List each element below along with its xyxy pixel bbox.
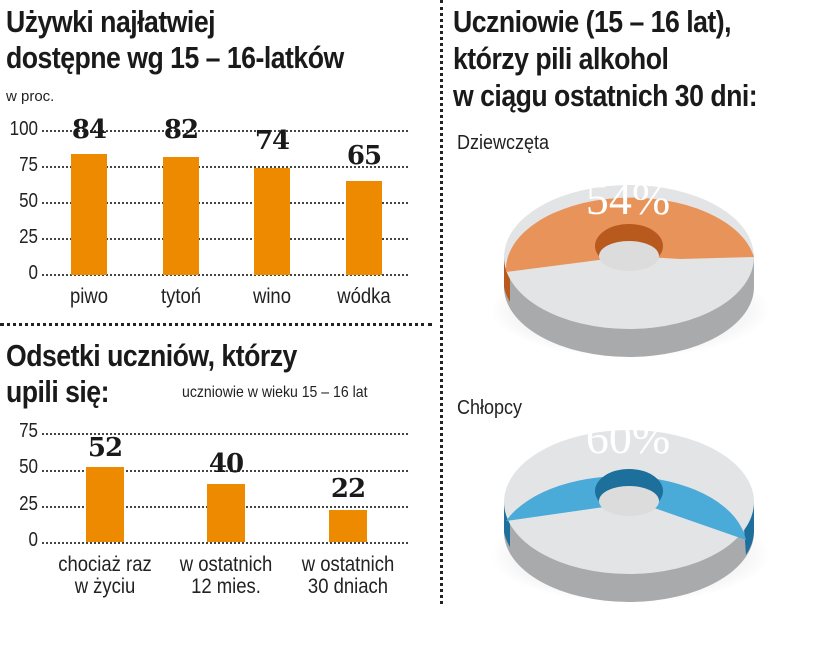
horizontal-divider bbox=[0, 323, 432, 326]
category-label-line: 12 mies. bbox=[191, 575, 261, 598]
girls-percent: 54% bbox=[586, 173, 670, 224]
bar-value: 40 bbox=[208, 449, 244, 479]
chart1-ytick: 75 bbox=[19, 154, 38, 176]
chart1-title-line2: dostępne wg 15 – 16-latków bbox=[6, 40, 344, 75]
bar-wino bbox=[254, 168, 290, 275]
bar-value: 52 bbox=[87, 433, 123, 463]
chart2-title-line2: upili się: bbox=[6, 374, 109, 409]
chart1-ytick: 50 bbox=[19, 190, 38, 212]
category-label-line: w życiu bbox=[74, 575, 136, 598]
chart1-unit: w proc. bbox=[6, 88, 55, 105]
gridline bbox=[42, 542, 408, 544]
chart1-ytick: 100 bbox=[9, 118, 38, 140]
category-label: wódka bbox=[337, 285, 391, 308]
gridline bbox=[42, 166, 408, 168]
category-label: wino bbox=[252, 285, 292, 308]
chart2-title-line1: Odsetki uczniów, którzy bbox=[6, 338, 297, 373]
gridline bbox=[42, 433, 408, 435]
chart1-plot: 100 75 50 25 0 84 82 74 65 piwo tytoń wi… bbox=[0, 108, 415, 318]
bar-value: 84 bbox=[71, 115, 107, 145]
gridline bbox=[42, 470, 408, 472]
gridline bbox=[42, 238, 408, 240]
category-label: chociaż raz w życiu bbox=[39, 554, 171, 598]
gridline bbox=[42, 274, 408, 276]
chart3-title-line1: Uczniowie (15 – 16 lat), bbox=[453, 4, 732, 39]
bar-value: 74 bbox=[254, 126, 290, 156]
category-label-line: chociaż raz bbox=[58, 553, 152, 576]
chart2-ytick: 0 bbox=[28, 529, 38, 551]
bar-30-days bbox=[329, 510, 367, 542]
chart2-ytick: 75 bbox=[19, 420, 38, 442]
category-label-line: 30 dniach bbox=[307, 575, 389, 598]
bar-tyton bbox=[163, 157, 199, 275]
bar-value: 65 bbox=[346, 141, 382, 171]
boys-donut-chart: 60% bbox=[490, 412, 770, 603]
vertical-divider bbox=[440, 0, 443, 604]
gridline bbox=[42, 130, 408, 132]
bar-ever bbox=[86, 467, 124, 542]
gridline bbox=[42, 202, 408, 204]
bar-wodka bbox=[346, 181, 382, 275]
category-label: piwo bbox=[69, 285, 109, 308]
chart1-title-line1: Używki najłatwiej bbox=[6, 4, 216, 39]
chart2-ytick: 50 bbox=[19, 456, 38, 478]
chart2-plot: 75 50 25 0 52 40 22 chociaż raz w życiu … bbox=[0, 418, 420, 608]
boys-label: Chłopcy bbox=[457, 397, 523, 419]
girls-label: Dziewczęta bbox=[457, 132, 550, 154]
chart3-title-line2: którzy pili alkohol bbox=[453, 41, 669, 76]
category-label: w ostatnich 12 mies. bbox=[160, 554, 292, 598]
category-label-line: w ostatnich bbox=[301, 553, 395, 576]
chart3-title-line3: w ciągu ostatnich 30 dni: bbox=[453, 78, 758, 113]
bar-12-months bbox=[207, 484, 245, 542]
bar-piwo bbox=[71, 154, 107, 275]
chart1-ytick: 0 bbox=[28, 262, 38, 284]
category-label: w ostatnich 30 dniach bbox=[282, 554, 414, 598]
bar-value: 82 bbox=[163, 115, 199, 145]
boys-percent: 60% bbox=[586, 412, 670, 463]
category-label: tytoń bbox=[160, 285, 202, 308]
bar-value: 22 bbox=[330, 474, 366, 504]
girls-donut-chart: 54% bbox=[490, 173, 770, 358]
category-label-line: w ostatnich bbox=[179, 553, 273, 576]
chart2-subtitle: uczniowie w wieku 15 – 16 lat bbox=[182, 384, 368, 401]
chart2-ytick: 25 bbox=[19, 493, 38, 515]
chart1-ytick: 25 bbox=[19, 226, 38, 248]
